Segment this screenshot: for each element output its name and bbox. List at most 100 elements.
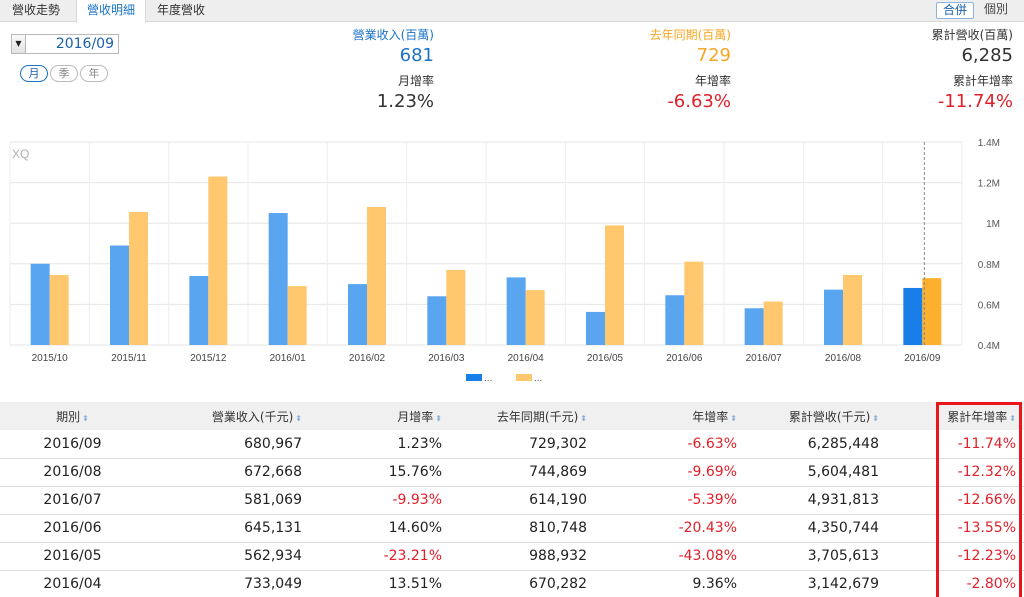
table-row: 2016/06 645,131 14.60% 810,748 -20.43% 4,350,… (0, 514, 1024, 543)
single-button[interactable]: 個別 (983, 2, 1008, 16)
x-tick-label: 2016/01 (270, 353, 307, 364)
table-cell: 14.60% (310, 514, 450, 543)
header-cum-yoy[interactable]: 累計年增率 ⬍ (887, 402, 1024, 430)
chart-watermark: XQ (12, 147, 29, 161)
bar-revenue (348, 284, 367, 345)
x-tick-label: 2016/04 (508, 353, 545, 364)
merge-button[interactable]: 合併 (935, 2, 974, 19)
yoy-stat: 年增率 -6.63% (667, 72, 731, 112)
bar-last-year (605, 225, 624, 345)
header-revenue[interactable]: 營業收入(千元) ⬍ (145, 402, 310, 430)
table-cell: -12.32% (887, 458, 1024, 487)
table-cell: -5.39% (595, 486, 745, 515)
cum-yoy-stat: 累計年增率 -11.74% (938, 72, 1013, 112)
table-cell: 2016/06 (0, 514, 145, 543)
table-cell: 2016/09 (0, 430, 145, 459)
cumulative-stat: 累計營收(百萬) 6,285 (932, 26, 1013, 66)
cumulative-label: 累計營收(百萬) (931, 28, 1013, 42)
frequency-quarter-button[interactable]: 季 (50, 65, 78, 82)
period-value: 2016/09 (55, 36, 114, 52)
table-cell: -12.66% (887, 486, 1024, 515)
x-tick-label: 2016/02 (349, 353, 386, 364)
bar-last-year (525, 290, 545, 345)
yoy-label: 年增率 (694, 74, 731, 88)
header-last-year[interactable]: 去年同期(千元) ⬍ (450, 402, 595, 430)
revenue-bar-chart: 0.4M 0.6M 0.8M 1M 1.2M 1.4M XQ 2015/10 2015/11 20… (9, 138, 1000, 384)
table-cell: 6,285,448 (745, 430, 887, 459)
table-cell: 680,967 (145, 430, 310, 459)
y-tick-label: 0.6M (978, 300, 1000, 311)
table-cell: 988,932 (450, 542, 595, 571)
x-tick-label: 2016/03 (428, 353, 465, 364)
table-cell: -11.74% (887, 430, 1024, 459)
bar-revenue (824, 289, 843, 345)
table-cell: 2016/07 (0, 486, 145, 515)
table-header-row: 期別 ⬍ 營業收入(千元) ⬍ 月增率 ⬍ 去年同期(千元) ⬍ 年增率 ⬍ 累計營收(千… (0, 402, 1024, 430)
cumulative-value: 6,285 (961, 45, 1013, 66)
tab-annual-revenue[interactable]: 年度營收 (157, 3, 206, 17)
legend-label: ... (484, 373, 492, 384)
revenue-table: 期別 ⬍ 營業收入(千元) ⬍ 月增率 ⬍ 去年同期(千元) ⬍ 年增率 ⬍ 累計營收(千… (0, 402, 1024, 597)
bar-last-year (763, 301, 783, 345)
cum-yoy-value: -11.74% (937, 91, 1013, 112)
legend-swatch (516, 374, 532, 381)
table-cell: -23.21% (310, 542, 450, 571)
table-cell: -9.69% (595, 458, 745, 487)
table-cell: 5,604,481 (745, 458, 887, 487)
y-tick-label: 1M (986, 219, 1000, 230)
bar-revenue (30, 263, 50, 345)
table-cell: 2016/05 (0, 542, 145, 571)
table-cell: 3,142,679 (745, 570, 887, 597)
bar-revenue (189, 275, 209, 345)
x-tick-label: 2016/08 (825, 353, 862, 364)
cum-yoy-label: 累計年增率 (952, 74, 1013, 88)
tab-revenue-detail[interactable]: 營收明細 (76, 0, 147, 23)
table-cell: -12.23% (887, 542, 1024, 571)
last-year-value: 729 (696, 45, 731, 66)
header-period[interactable]: 期別 ⬍ (0, 402, 145, 430)
bar-last-year (208, 176, 228, 345)
header-cumulative[interactable]: 累計營收(千元) ⬍ (745, 402, 887, 430)
bar-last-year (49, 274, 69, 345)
table-cell: 1.23% (310, 430, 450, 459)
frequency-toggle: 月季年 (20, 62, 110, 82)
table-cell: 2016/08 (0, 458, 145, 487)
table-cell: 645,131 (145, 514, 310, 543)
y-tick-label: 0.4M (978, 341, 1000, 352)
y-tick-label: 1.2M (978, 179, 1000, 190)
table-cell: -6.63% (595, 430, 745, 459)
table-row: 2016/04 733,049 13.51% 670,282 9.36% 3,142,67… (0, 570, 1024, 597)
mom-stat: 月增率 1.23% (377, 72, 434, 112)
table-cell: 670,282 (450, 570, 595, 597)
revenue-label: 營業收入(百萬) (352, 28, 434, 42)
table-cell: 4,931,813 (745, 486, 887, 515)
x-tick-label: 2015/12 (190, 353, 227, 364)
period-dropdown[interactable]: ▼ 2016/09 (11, 34, 119, 54)
table-cell: 4,350,744 (745, 514, 887, 543)
table-cell: 810,748 (450, 514, 595, 543)
header-mom[interactable]: 月增率 ⬍ (310, 402, 450, 430)
table-row: 2016/08 672,668 15.76% 744,869 -9.69% 5,604,4… (0, 458, 1024, 487)
frequency-month-button[interactable]: 月 (20, 65, 48, 82)
bar-last-year (287, 286, 307, 345)
tab-revenue-trend[interactable]: 營收走勢 (12, 3, 61, 17)
x-tick-label: 2015/10 (32, 353, 69, 364)
bar-last-year (922, 278, 942, 345)
bar-last-year (129, 212, 148, 345)
table-cell: 15.76% (310, 458, 450, 487)
header-yoy[interactable]: 年增率 ⬍ (595, 402, 745, 430)
revenue-value: 681 (399, 45, 434, 66)
bar-revenue (427, 296, 447, 345)
bar-revenue (903, 287, 923, 345)
table-cell: -20.43% (595, 514, 745, 543)
bar-revenue (268, 213, 288, 345)
x-tick-label: 2016/05 (587, 353, 624, 364)
frequency-year-button[interactable]: 年 (80, 65, 108, 82)
table-cell: -9.93% (310, 486, 450, 515)
yoy-value: -6.63% (667, 91, 731, 112)
table-cell: 9.36% (595, 570, 745, 597)
table-cell: -43.08% (595, 542, 745, 571)
x-tick-label: 2015/11 (111, 353, 147, 364)
table-cell: 562,934 (145, 542, 310, 571)
dropdown-arrow-icon[interactable]: ▼ (12, 35, 26, 53)
